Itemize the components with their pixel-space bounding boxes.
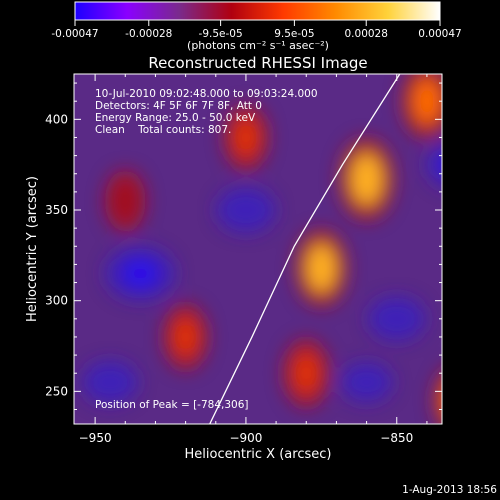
dark-region-core xyxy=(124,260,157,287)
plot-area: −950−900−850−800250300350400 xyxy=(45,73,500,445)
colorbar-tick-label: -0.00047 xyxy=(51,28,98,40)
dark-region-core xyxy=(443,153,472,177)
annotation-detectors: Detectors: 4F 5F 6F 7F 8F, Att 0 xyxy=(95,100,262,112)
bright-region-core xyxy=(305,243,337,293)
bright-region-core xyxy=(474,206,500,249)
x-axis-label: Heliocentric X (arcsec) xyxy=(185,447,332,462)
bright-region-core xyxy=(350,152,384,206)
y-axis-label: Heliocentric Y (arcsec) xyxy=(25,176,40,322)
dark-region xyxy=(426,143,442,186)
dark-region xyxy=(216,187,276,233)
y-tick-label: 300 xyxy=(45,294,68,308)
x-tick-label: −850 xyxy=(380,431,413,445)
colorbar-units-label: (photons cm⁻² s⁻¹ asec⁻²) xyxy=(187,39,329,52)
dark-region xyxy=(341,362,393,402)
solar-limb-curve xyxy=(209,74,401,424)
annotation-time-range: 10-Jul-2010 09:02:48.000 to 09:03:24.000 xyxy=(95,88,318,100)
bright-region-core xyxy=(113,181,138,221)
colorbar-tick-label: -9.5e-05 xyxy=(199,28,243,40)
annotation-peak-position: Position of Peak = [-784,306] xyxy=(95,399,249,411)
colorbar-tick-label: 9.5e-05 xyxy=(274,28,314,40)
chart-title: Reconstructed RHESSI Image xyxy=(148,54,367,72)
colorbar: -0.00047 -0.00028 -9.5e-05 9.5e-05 0.00028 0.… xyxy=(51,1,462,52)
heatmap-layer xyxy=(82,74,500,424)
bright-region xyxy=(464,194,500,262)
x-tick-label: −950 xyxy=(79,431,112,445)
date-stamp: 1-Aug-2013 18:56 xyxy=(402,484,497,496)
dark-region xyxy=(368,297,425,341)
bright-region-core xyxy=(232,116,260,159)
heatmap-blobs xyxy=(82,74,500,424)
plot-frame xyxy=(73,73,443,425)
colorbar-tick-label: 0.00028 xyxy=(345,28,388,40)
axis-ticks: −950−900−850−800250300350400 xyxy=(45,74,442,445)
colorbar-tick-label: -0.00028 xyxy=(125,28,172,40)
bright-region xyxy=(433,373,442,424)
bright-region-core xyxy=(411,77,442,126)
annotation-energy-range: Energy Range: 25.0 - 50.0 keV xyxy=(95,112,256,124)
bright-region-core xyxy=(172,316,199,358)
colorbar-gradient xyxy=(74,1,441,21)
y-tick-label: 350 xyxy=(45,203,68,217)
bright-region-core xyxy=(443,378,471,423)
y-tick-label: 400 xyxy=(45,112,68,126)
colorbar-tick-label: 0.00047 xyxy=(418,28,461,40)
dark-region xyxy=(82,361,138,404)
bright-region-core xyxy=(292,351,320,395)
y-tick-label: 250 xyxy=(45,384,68,398)
observation-annotations: 10-Jul-2010 09:02:48.000 to 09:03:24.000… xyxy=(95,88,318,411)
colorbar-ticks: -0.00047 -0.00028 -9.5e-05 9.5e-05 0.00028 0.… xyxy=(51,20,462,40)
x-tick-label: −900 xyxy=(229,431,262,445)
annotation-clean-counts: Clean Total counts: 807. xyxy=(95,124,231,136)
